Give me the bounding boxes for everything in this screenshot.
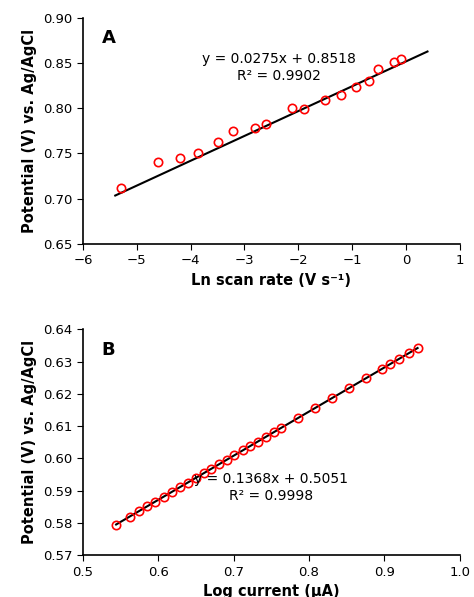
- Y-axis label: Potential (V) vs. Ag/AgCl: Potential (V) vs. Ag/AgCl: [22, 29, 37, 233]
- Text: B: B: [102, 341, 115, 359]
- Text: y = 0.1368x + 0.5051
R² = 0.9998: y = 0.1368x + 0.5051 R² = 0.9998: [194, 472, 348, 503]
- X-axis label: Ln scan rate (V s⁻¹): Ln scan rate (V s⁻¹): [191, 273, 351, 288]
- Y-axis label: Potential (V) vs. Ag/AgCl: Potential (V) vs. Ag/AgCl: [22, 340, 37, 544]
- Text: y = 0.0275x + 0.8518
R² = 0.9902: y = 0.0275x + 0.8518 R² = 0.9902: [202, 53, 356, 82]
- Text: A: A: [102, 29, 116, 47]
- X-axis label: Log current (μA): Log current (μA): [203, 584, 340, 597]
